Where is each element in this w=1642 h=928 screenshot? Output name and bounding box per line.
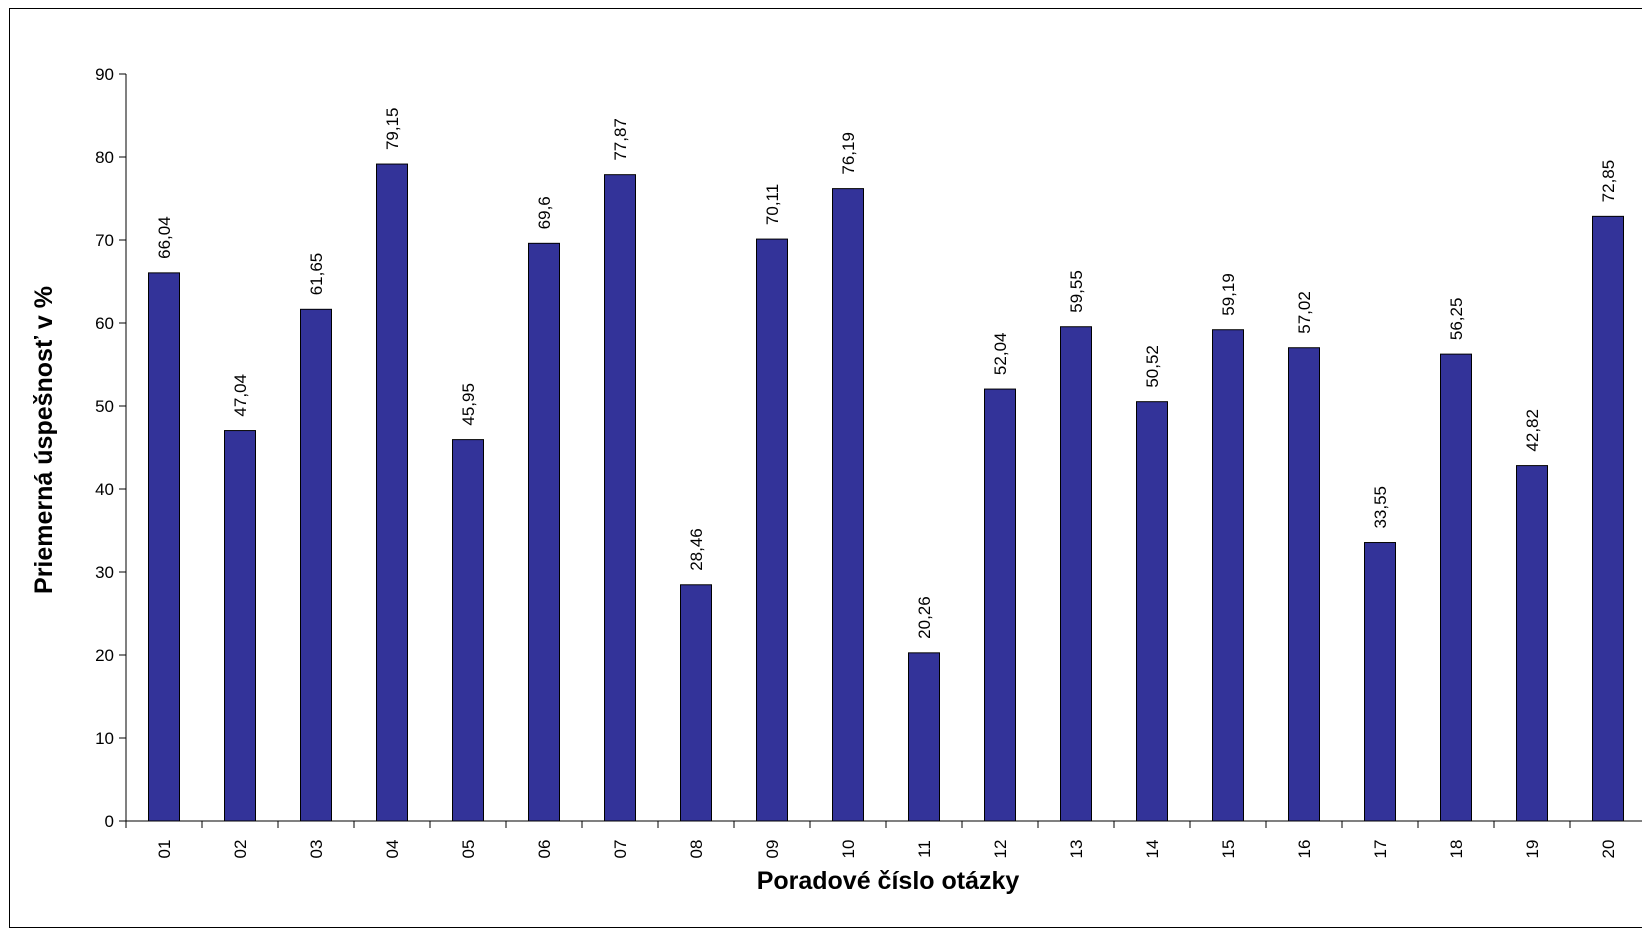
x-tick-label: 14 — [1143, 840, 1162, 859]
bar — [984, 388, 1016, 822]
bar — [300, 308, 332, 822]
y-tick-label: 10 — [95, 729, 114, 748]
bar — [756, 238, 788, 822]
data-label: 79,15 — [383, 108, 402, 151]
x-tick-label: 13 — [1067, 840, 1086, 859]
x-tick-label: 02 — [231, 840, 250, 859]
x-tick-label: 15 — [1219, 840, 1238, 859]
x-tick-label: 17 — [1371, 840, 1390, 859]
x-tick-label: 18 — [1447, 840, 1466, 859]
data-label: 59,55 — [1067, 270, 1086, 313]
bar — [832, 188, 864, 822]
data-label: 42,82 — [1523, 409, 1542, 452]
data-label: 66,04 — [155, 216, 174, 259]
bar — [1364, 542, 1396, 822]
x-tick-label: 04 — [383, 840, 402, 859]
data-label: 69,6 — [535, 196, 554, 229]
y-tick-label: 80 — [95, 148, 114, 167]
data-label: 28,46 — [687, 528, 706, 571]
x-tick-label: 06 — [535, 840, 554, 859]
x-tick-label: 19 — [1523, 840, 1542, 859]
data-label: 72,85 — [1599, 160, 1618, 203]
data-label: 45,95 — [459, 383, 478, 426]
bar — [1592, 215, 1624, 822]
x-tick-label: 08 — [687, 840, 706, 859]
bar — [452, 439, 484, 822]
x-tick-label: 03 — [307, 840, 326, 859]
bar — [528, 242, 560, 822]
x-tick-label: 07 — [611, 840, 630, 859]
data-label: 77,87 — [611, 118, 630, 161]
bar — [1516, 465, 1548, 822]
data-label: 50,52 — [1143, 345, 1162, 388]
bar — [908, 652, 940, 822]
x-tick-label: 09 — [763, 840, 782, 859]
y-tick-label: 30 — [95, 563, 114, 582]
y-tick-label: 60 — [95, 314, 114, 333]
x-tick-label: 12 — [991, 840, 1010, 859]
bar — [1440, 353, 1472, 822]
data-label: 70,11 — [763, 184, 782, 225]
x-axis: 01 02 03 04 05 06 07 08 09 10 11 12 13 14 15 16 17 18 19 20 — [125, 820, 1642, 859]
data-label: 59,19 — [1219, 273, 1238, 316]
data-label: 56,25 — [1447, 298, 1466, 341]
data-label: 33,55 — [1371, 486, 1390, 529]
bar — [1136, 401, 1168, 822]
y-tick-label: 0 — [105, 812, 114, 831]
bar — [1060, 326, 1092, 822]
bar — [148, 272, 180, 822]
data-label: 47,04 — [231, 374, 250, 417]
bar — [376, 163, 408, 822]
y-tick-label: 70 — [95, 231, 114, 250]
data-label: 20,26 — [915, 596, 934, 639]
x-tick-label: 01 — [155, 840, 174, 859]
data-label: 76,19 — [839, 132, 858, 175]
bar — [1212, 329, 1244, 822]
bar — [224, 430, 256, 822]
y-axis-title: Priemerná úspešnosť v % — [30, 286, 58, 594]
y-tick-label: 20 — [95, 646, 114, 665]
data-labels: 66,04 47,04 61,65 79,15 45,95 69,6 77,87 28,46 7… — [155, 108, 1618, 639]
bar — [680, 584, 712, 822]
data-label: 52,04 — [991, 333, 1010, 376]
x-tick-label: 05 — [459, 840, 478, 859]
x-tick-label: 10 — [839, 840, 858, 859]
bar — [604, 174, 636, 822]
y-axis: 0 10 20 30 40 50 60 70 80 90 — [95, 65, 127, 831]
x-tick-label: 11 — [915, 840, 934, 858]
x-tick-label: 16 — [1295, 840, 1314, 859]
bar — [1288, 347, 1320, 822]
y-tick-label: 50 — [95, 397, 114, 416]
data-label: 57,02 — [1295, 291, 1314, 334]
x-tick-label: 20 — [1599, 840, 1618, 859]
y-tick-label: 90 — [95, 65, 114, 84]
data-label: 61,65 — [307, 253, 326, 296]
x-axis-title: Poradové číslo otázky — [757, 867, 1020, 895]
y-tick-label: 40 — [95, 480, 114, 499]
bars — [148, 163, 1624, 822]
